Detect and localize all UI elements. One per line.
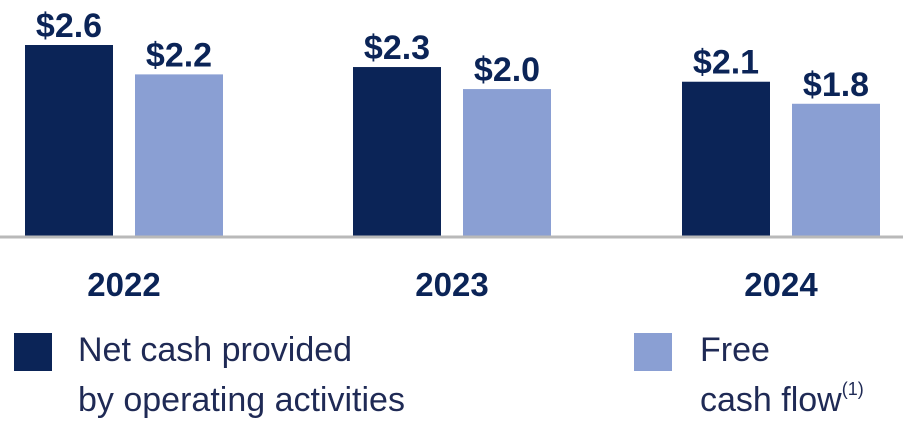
bar-chart: $2.6 $2.2 2022 $2.3 $2.0 2023 $2.1 $1.8 2024 [0,7,903,303]
legend-footnote-marker: (1) [841,379,864,399]
legend-item-free-cash-flow: Free cash flow(1) [634,331,864,425]
bar-2022-series1 [25,45,113,236]
bar-2024-series2 [792,103,880,237]
x-tick-label-2024: 2024 [744,266,818,303]
legend-label-free-cash-flow-line1: Free [700,331,770,369]
legend-label-free-cash-flow-line2: cash flow [700,381,842,419]
legend-swatch-free-cash-flow [634,333,672,371]
x-tick-label-2022: 2022 [87,266,160,303]
bar-2022-series2 [135,74,223,236]
data-label-2023-series1: $2.3 [364,29,430,67]
legend-label-net-cash-line1: Net cash provided [78,331,353,369]
bar-2024-series1 [682,81,770,236]
data-label-2022-series2: $2.2 [146,36,212,74]
x-tick-label-2023: 2023 [415,266,488,303]
legend-swatch-net-cash [14,333,52,371]
data-label-2024-series1: $2.1 [693,44,759,82]
bar-2023-series2 [463,89,551,236]
data-label-2024-series2: $1.8 [803,66,869,104]
data-label-2022-series1: $2.6 [36,7,102,45]
legend-label-net-cash-line2: by operating activities [78,381,405,419]
legend-item-net-cash: Net cash provided by operating activitie… [14,331,405,425]
bar-2023-series1 [353,67,441,237]
data-label-2023-series2: $2.0 [474,51,540,89]
